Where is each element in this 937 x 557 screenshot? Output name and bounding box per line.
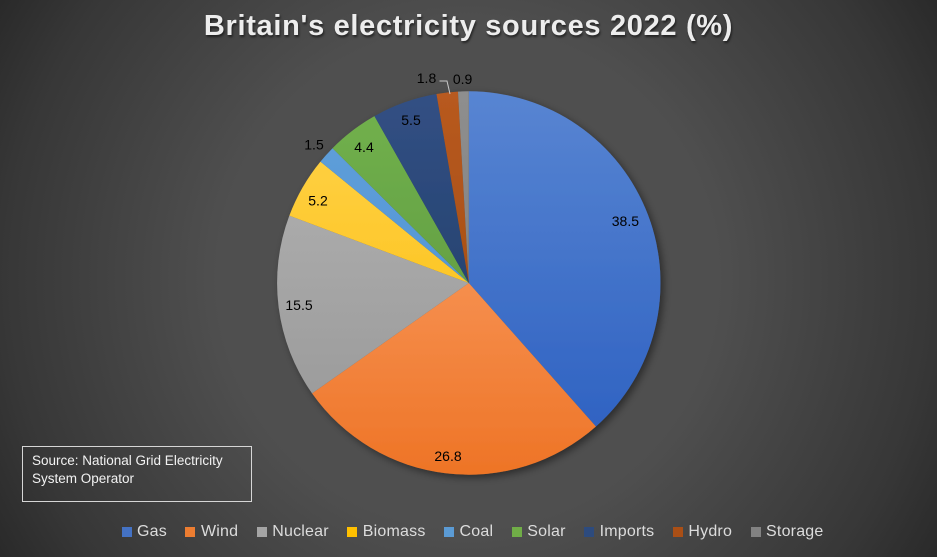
svg-text:38.5: 38.5 (612, 213, 639, 229)
svg-text:1.8: 1.8 (417, 70, 437, 86)
svg-text:5.5: 5.5 (401, 112, 421, 128)
svg-text:0.9: 0.9 (453, 71, 473, 87)
svg-text:26.8: 26.8 (434, 448, 461, 464)
svg-text:15.5: 15.5 (285, 297, 312, 313)
svg-text:1.5: 1.5 (304, 137, 324, 153)
svg-text:4.4: 4.4 (354, 139, 374, 155)
svg-text:5.2: 5.2 (308, 193, 328, 209)
